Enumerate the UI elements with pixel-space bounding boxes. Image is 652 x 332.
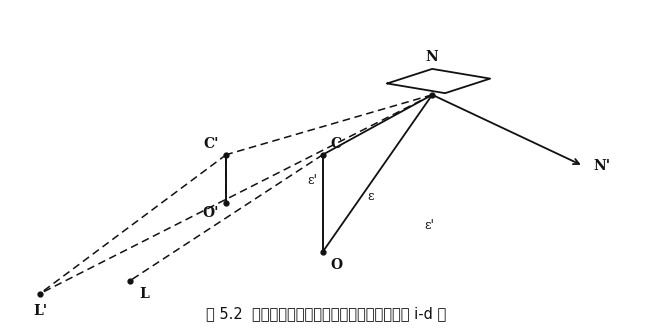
Text: ε': ε' bbox=[308, 174, 318, 187]
Text: N: N bbox=[426, 50, 439, 64]
Text: 图 5.2  夏季室内余热和余湿均变化时变露点调节 i-d 图: 图 5.2 夏季室内余热和余湿均变化时变露点调节 i-d 图 bbox=[206, 306, 446, 321]
Text: L: L bbox=[140, 288, 149, 301]
Text: N': N' bbox=[593, 159, 610, 173]
Text: C': C' bbox=[203, 137, 218, 151]
Text: ε': ε' bbox=[424, 219, 434, 232]
Text: O: O bbox=[331, 258, 343, 272]
Text: O': O' bbox=[202, 207, 218, 220]
Text: ε: ε bbox=[368, 190, 374, 203]
Text: C: C bbox=[331, 137, 342, 151]
Text: L': L' bbox=[33, 303, 47, 318]
